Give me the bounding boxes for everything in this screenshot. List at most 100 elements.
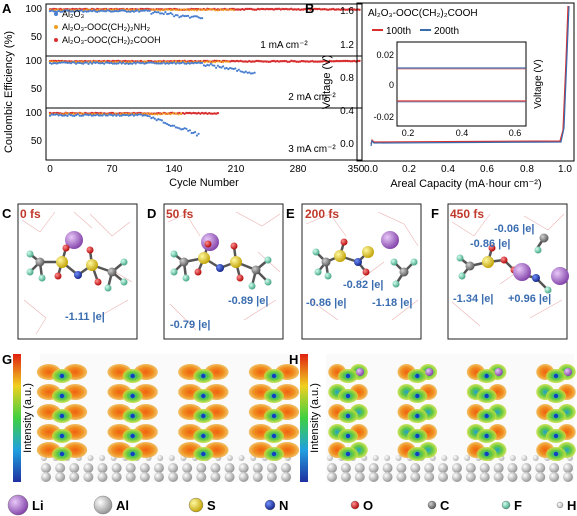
data-point bbox=[333, 60, 337, 63]
data-point bbox=[180, 128, 183, 131]
data-point bbox=[99, 114, 102, 117]
data-point bbox=[185, 62, 188, 65]
data-point bbox=[129, 10, 132, 13]
data-point bbox=[246, 7, 249, 11]
data-point bbox=[108, 9, 111, 12]
substrate-atom bbox=[327, 472, 337, 482]
atoms-d bbox=[170, 233, 272, 290]
li-atom bbox=[564, 368, 572, 376]
data-point bbox=[323, 8, 326, 11]
data-point bbox=[251, 72, 254, 75]
sub-label-1: 1 mA cm⁻² bbox=[260, 40, 308, 51]
data-point bbox=[113, 113, 116, 116]
data-point bbox=[90, 10, 94, 13]
xtick: 280 bbox=[290, 164, 307, 175]
substrate-atom bbox=[182, 463, 193, 473]
data-point bbox=[125, 62, 128, 65]
data-point bbox=[223, 67, 226, 70]
density-node bbox=[130, 451, 135, 457]
panel-g-ylabel: Intensity (a.u.) bbox=[22, 383, 34, 453]
data-point bbox=[222, 61, 225, 64]
substrate-atom bbox=[182, 472, 193, 482]
data-point bbox=[111, 8, 114, 11]
data-point bbox=[358, 8, 361, 11]
density-node bbox=[59, 413, 65, 419]
ytick: 0.0 bbox=[340, 139, 354, 150]
data-point bbox=[174, 126, 177, 129]
data-point bbox=[178, 16, 181, 19]
data-point bbox=[117, 113, 120, 116]
data-point bbox=[152, 61, 155, 64]
density-node bbox=[345, 393, 351, 399]
density-background bbox=[326, 354, 574, 482]
substrate-atom bbox=[521, 472, 532, 482]
data-point bbox=[68, 61, 71, 64]
data-point bbox=[148, 115, 151, 118]
data-point bbox=[52, 62, 55, 65]
data-point bbox=[216, 111, 220, 115]
density-node bbox=[271, 373, 277, 379]
panel-letter-f: F bbox=[431, 206, 439, 221]
solvent-network bbox=[21, 211, 565, 335]
data-point bbox=[115, 62, 118, 65]
data-point bbox=[146, 9, 149, 12]
panel-letter-e: E bbox=[286, 206, 295, 221]
data-point bbox=[89, 113, 92, 116]
data-point bbox=[269, 7, 272, 11]
data-point bbox=[283, 8, 286, 11]
substrate-atom bbox=[327, 455, 333, 461]
data-point bbox=[265, 60, 268, 63]
data-point bbox=[78, 114, 81, 117]
data-point bbox=[255, 59, 258, 63]
ytick: 1.2 bbox=[340, 40, 354, 51]
data-point bbox=[304, 7, 307, 11]
data-point bbox=[153, 117, 156, 120]
data-point bbox=[136, 9, 139, 12]
data-point bbox=[159, 60, 162, 63]
substrate-atom bbox=[410, 472, 421, 482]
data-point bbox=[216, 9, 219, 12]
xtick: 1.0 bbox=[558, 164, 572, 175]
substrate-atom bbox=[563, 472, 573, 482]
data-point bbox=[64, 61, 67, 64]
substrate-atom bbox=[111, 472, 122, 482]
data-point bbox=[181, 128, 184, 131]
data-point bbox=[192, 62, 195, 65]
data-point bbox=[143, 9, 146, 12]
data-point bbox=[52, 10, 55, 13]
substrate-atom bbox=[238, 463, 249, 473]
density-node bbox=[59, 451, 65, 457]
data-point bbox=[211, 112, 214, 116]
data-point bbox=[241, 70, 244, 73]
panel-d-frame bbox=[163, 203, 284, 340]
substrate-atom bbox=[479, 463, 490, 473]
panel-a-legend: Al₂O₃ Al₂O₃-OOC(CH₂)₂NH₂ Al₂O₃-OOC(CH₂)₂… bbox=[54, 9, 161, 45]
data-point bbox=[274, 7, 277, 11]
data-point bbox=[153, 10, 156, 13]
data-point bbox=[108, 113, 111, 116]
data-point bbox=[160, 62, 163, 65]
ytick: 1.6 bbox=[340, 6, 354, 17]
data-point bbox=[225, 66, 228, 70]
data-point bbox=[242, 60, 246, 63]
substrate-atom bbox=[507, 472, 518, 482]
data-point bbox=[222, 8, 225, 12]
data-point bbox=[169, 11, 172, 15]
atom-legend-item: F bbox=[501, 498, 522, 513]
data-point bbox=[68, 113, 71, 116]
data-point bbox=[96, 10, 99, 13]
data-point bbox=[157, 62, 160, 65]
data-point bbox=[161, 112, 164, 115]
substrate-atom bbox=[532, 455, 539, 461]
data-point bbox=[148, 9, 151, 12]
data-point bbox=[183, 127, 186, 130]
data-point bbox=[180, 15, 183, 18]
data-point bbox=[83, 113, 87, 116]
substrate-atom bbox=[226, 455, 233, 461]
density-node bbox=[201, 393, 206, 399]
substrate-atom bbox=[55, 463, 66, 473]
data-point bbox=[201, 8, 204, 11]
data-point bbox=[255, 8, 258, 11]
substrate-atom bbox=[139, 472, 150, 482]
data-point bbox=[267, 8, 270, 11]
